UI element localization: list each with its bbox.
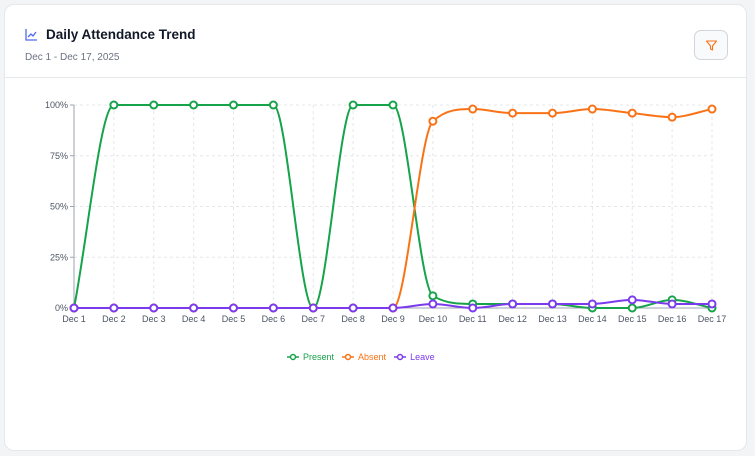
y-tick-label: 100% — [45, 100, 68, 110]
data-point-present — [627, 303, 637, 313]
x-tick-label: Dec 15 — [618, 314, 647, 324]
x-tick-label: Dec 12 — [498, 314, 527, 324]
data-point-leave — [587, 299, 597, 309]
data-point-leave — [548, 299, 557, 309]
y-tick-label: 75% — [50, 151, 68, 161]
legend-label-present: Present — [303, 352, 335, 362]
x-tick-label: Dec 4 — [182, 314, 206, 324]
data-point-leave — [69, 303, 79, 313]
data-point-leave — [428, 299, 438, 309]
data-point-leave — [109, 303, 119, 313]
data-point-absent — [707, 104, 717, 114]
data-point-absent — [667, 112, 677, 122]
y-tick-label: 0% — [55, 303, 68, 313]
x-tick-label: Dec 16 — [658, 314, 687, 324]
data-point-present — [268, 100, 278, 110]
data-point-present — [348, 100, 358, 110]
x-tick-label: Dec 3 — [142, 314, 166, 324]
legend-marker-absent — [344, 353, 352, 361]
legend-label-leave: Leave — [410, 352, 435, 362]
data-point-present — [428, 291, 438, 301]
data-point-leave — [388, 303, 398, 313]
data-point-leave — [189, 303, 199, 313]
filter-button[interactable] — [694, 30, 728, 60]
data-point-absent — [428, 116, 438, 126]
data-point-absent — [627, 108, 637, 118]
x-tick-label: Dec 11 — [459, 314, 487, 324]
data-point-present — [109, 100, 119, 110]
card-header: Daily Attendance Trend Dec 1 - Dec 17, 2… — [5, 5, 746, 78]
data-point-present — [189, 100, 199, 110]
data-point-leave — [308, 303, 318, 313]
line-chart-icon — [25, 29, 37, 41]
data-point-present — [388, 100, 398, 110]
filter-icon — [705, 39, 717, 51]
x-tick-label: Dec 7 — [301, 314, 325, 324]
data-point-leave — [149, 303, 159, 313]
legend-label-absent: Absent — [358, 352, 387, 362]
x-tick-label: Dec 14 — [578, 314, 607, 324]
data-point-leave — [268, 303, 278, 313]
x-tick-label: Dec 6 — [262, 314, 286, 324]
attendance-card: Daily Attendance Trend Dec 1 - Dec 17, 2… — [4, 4, 747, 451]
data-point-absent — [508, 108, 518, 118]
x-tick-label: Dec 17 — [698, 314, 727, 324]
x-tick-label: Dec 1 — [62, 314, 86, 324]
data-point-absent — [587, 104, 597, 114]
card-title: Daily Attendance Trend — [25, 27, 196, 42]
x-tick-label: Dec 9 — [381, 314, 405, 324]
data-point-absent — [548, 108, 557, 118]
legend-marker-leave — [396, 353, 404, 361]
y-tick-label: 50% — [50, 202, 68, 212]
data-point-leave — [508, 299, 518, 309]
legend-marker-present — [289, 353, 297, 361]
x-tick-label: Dec 10 — [419, 314, 448, 324]
data-point-leave — [468, 303, 478, 313]
data-point-leave — [667, 299, 677, 309]
x-tick-label: Dec 8 — [341, 314, 365, 324]
data-point-present — [149, 100, 159, 110]
x-tick-label: Dec 2 — [102, 314, 126, 324]
x-tick-label: Dec 5 — [222, 314, 246, 324]
title-text: Daily Attendance Trend — [46, 27, 196, 42]
y-tick-label: 25% — [50, 252, 68, 262]
data-point-absent — [468, 104, 478, 114]
data-point-leave — [348, 303, 358, 313]
data-point-leave — [627, 295, 637, 305]
data-point-leave — [707, 299, 717, 309]
x-tick-label: Dec 13 — [538, 314, 567, 324]
data-point-present — [229, 100, 238, 110]
date-range: Dec 1 - Dec 17, 2025 — [25, 52, 120, 63]
data-point-leave — [229, 303, 238, 313]
